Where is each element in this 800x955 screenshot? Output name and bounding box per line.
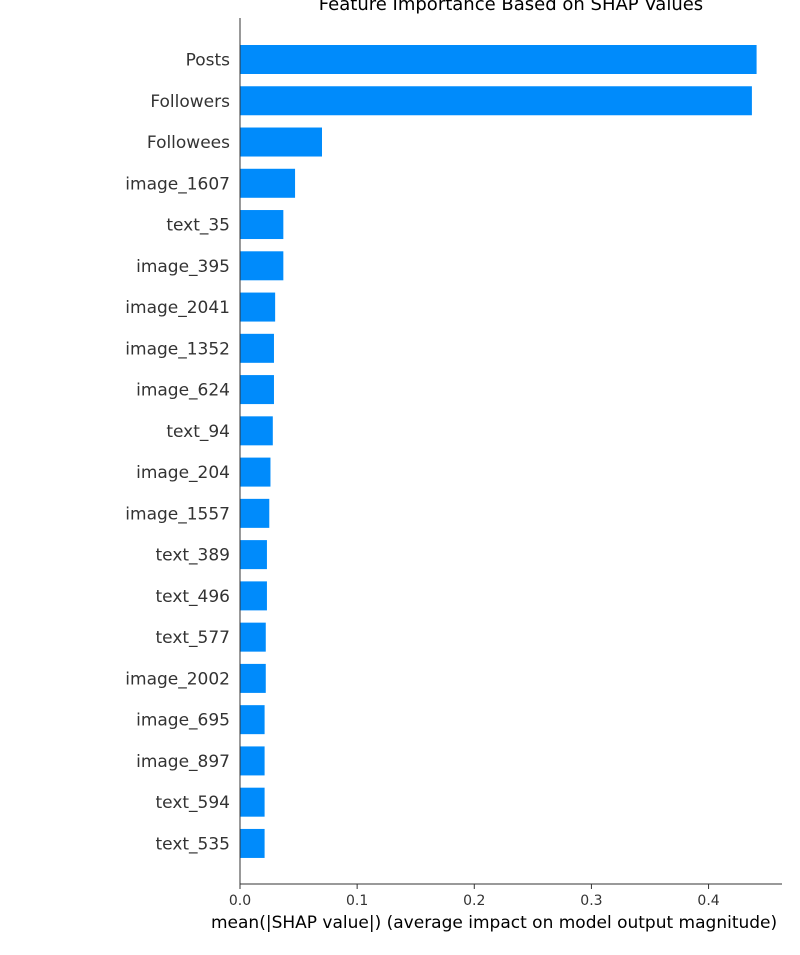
bar-posts [240,45,757,74]
y-tick-label: image_897 [136,752,230,772]
y-tick-label: text_496 [156,587,231,607]
x-tick-label: 0.0 [229,893,251,909]
y-tick-label: text_35 [166,216,230,236]
y-tick-label: text_389 [156,546,231,566]
x-axis-label: mean(|SHAP value|) (average impact on mo… [211,913,777,933]
bar-followees [240,127,322,157]
x-axis-ticks: 0.0 0.1 0.2 0.3 0.4 [229,884,720,909]
bar-text-389 [240,540,267,570]
x-tick-label: 0.3 [580,893,602,909]
x-tick-label: 0.1 [346,893,368,909]
bar-text-35 [240,210,284,240]
y-tick-label: image_1607 [125,174,230,194]
bar-followers [240,86,752,116]
y-tick-label: text_94 [166,422,230,442]
y-axis-tick-labels: Posts Followers Followees image_1607 text_35… [125,51,230,855]
bar-image-2002 [240,663,266,693]
y-tick-label: text_594 [156,793,231,813]
y-tick-label: image_1557 [125,504,230,524]
y-tick-label: text_535 [156,834,231,854]
x-tick-label: 0.2 [463,893,485,909]
bar-image-624 [240,375,274,405]
bar-image-1352 [240,333,274,363]
bar-image-2041 [240,292,276,322]
y-tick-label: text_577 [156,628,231,648]
chart-title: Feature Importance Based on SHAP Values [319,0,703,15]
y-tick-label: Posts [186,51,231,71]
y-tick-label: image_2002 [125,669,230,689]
x-tick-label: 0.4 [697,893,719,909]
y-tick-label: image_2041 [125,298,230,318]
bars-layer [240,45,757,858]
bar-text-496 [240,581,267,611]
bar-text-577 [240,622,266,652]
y-tick-label: image_395 [136,257,230,277]
y-tick-label: image_695 [136,711,230,731]
y-tick-label: Followees [147,133,230,153]
bar-image-1607 [240,168,296,198]
bar-text-94 [240,416,273,446]
bar-text-535 [240,828,265,858]
bar-image-204 [240,457,271,487]
bar-image-1557 [240,498,270,528]
bar-image-395 [240,251,284,281]
y-tick-label: image_624 [136,381,230,401]
bar-image-897 [240,746,265,776]
y-tick-label: Followers [150,92,230,112]
bar-image-695 [240,705,265,735]
y-tick-label: image_1352 [125,339,230,359]
y-tick-label: image_204 [136,463,230,483]
bar-text-594 [240,787,265,817]
